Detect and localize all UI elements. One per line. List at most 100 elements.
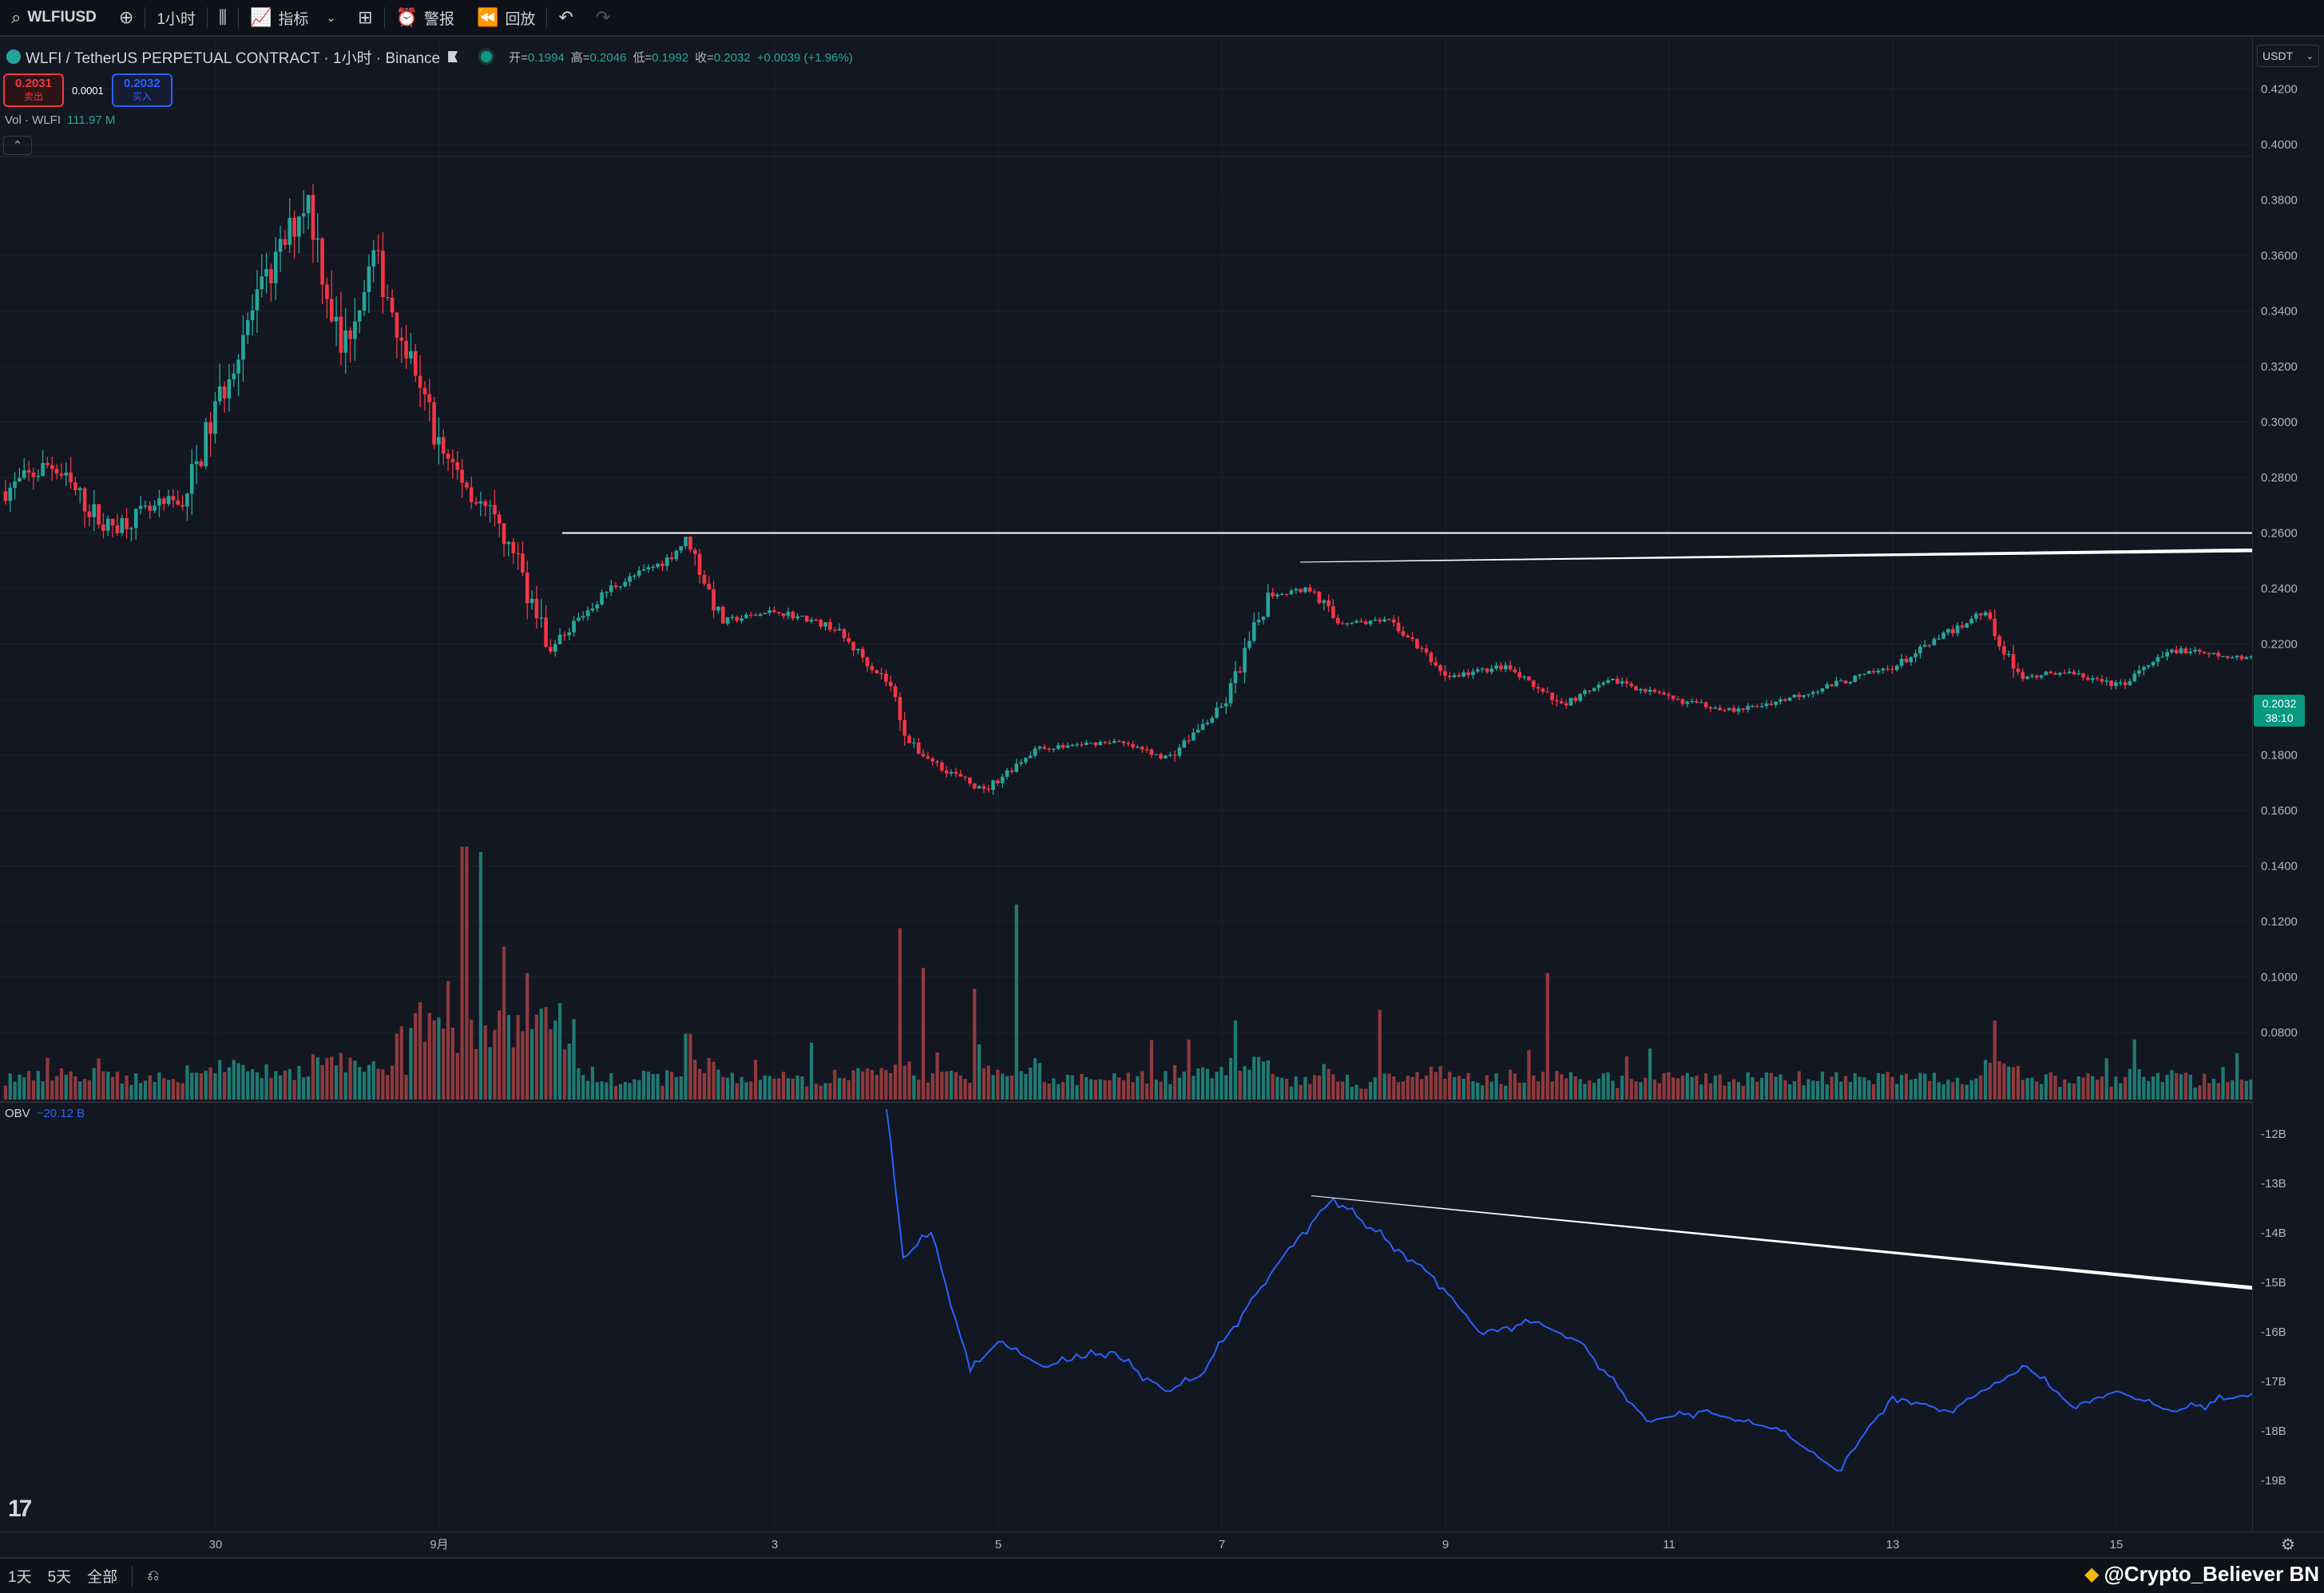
buy-button[interactable]: 0.2032 买入 — [111, 73, 173, 107]
chart-canvas[interactable] — [0, 37, 2252, 1532]
volume-bar — [1988, 1063, 1993, 1100]
sell-button[interactable]: 0.2031 卖出 — [3, 73, 64, 107]
volume-bar — [688, 1033, 692, 1100]
candle-body — [1671, 695, 1676, 699]
interval-button[interactable]: 1小时 — [145, 0, 207, 35]
alert-button[interactable]: ⏰ 警报 — [385, 0, 466, 35]
candle-body — [465, 482, 469, 488]
candle-body — [921, 754, 926, 757]
candle-body — [1187, 740, 1191, 742]
volume-bar — [674, 1076, 679, 1100]
volume-bar — [18, 1074, 22, 1100]
candle-body — [935, 761, 939, 763]
redo-button[interactable]: ↷ — [585, 0, 621, 35]
candle-body — [1764, 703, 1769, 707]
price-tick-label: 0.1800 — [2261, 749, 2298, 763]
price-tick-label: 0.3000 — [2261, 416, 2298, 430]
currency-select[interactable]: USDT ⌄ — [2257, 45, 2319, 67]
volume-bar — [371, 1061, 375, 1100]
price-axis[interactable]: 0.4200 0.4000 0.3800 0.3600 0.3400 0.3200 0.30… — [2252, 37, 2324, 1532]
volume-bar — [562, 1049, 567, 1100]
volume-bar — [470, 1019, 474, 1100]
range-5d-button[interactable]: 5天 — [47, 1569, 72, 1586]
undo-button[interactable]: ↶ — [547, 0, 584, 35]
obv-legend[interactable]: OBV −20.12 B — [5, 1107, 85, 1120]
chevron-down-icon[interactable]: ⌄ — [326, 11, 336, 24]
volume-bar — [549, 1029, 553, 1100]
candle-body — [585, 610, 590, 616]
candle-body — [1056, 745, 1061, 749]
volume-bar — [1075, 1084, 1079, 1100]
candle-body — [2053, 673, 2057, 676]
candle-body — [3, 491, 8, 501]
replay-button[interactable]: ⏪ 回放 — [466, 0, 546, 35]
compare-symbol-button[interactable]: ⊕ — [108, 0, 145, 35]
volume-bar — [1350, 1087, 1354, 1100]
volume-bar — [1569, 1072, 1573, 1100]
undo-icon: ↶ — [558, 7, 573, 27]
volume-bar — [1108, 1080, 1112, 1100]
volume-bar — [819, 1085, 823, 1100]
volume-bar — [325, 1058, 329, 1100]
layouts-button[interactable]: ⊞ — [347, 0, 383, 35]
volume-bar — [274, 1071, 278, 1100]
date-range-icon[interactable]: ⎌ — [147, 1567, 160, 1584]
tradingview-logo-icon[interactable]: 17 — [8, 1496, 32, 1522]
watermark: ◆ @Crypto_Believer BN — [2084, 1557, 2319, 1591]
chart-type-button[interactable]: ⫼ — [208, 0, 238, 35]
candle-body — [1815, 691, 1820, 693]
volume-bar — [730, 1072, 735, 1100]
gear-icon[interactable]: ⚙ — [2281, 1536, 2295, 1554]
volume-bar — [800, 1076, 804, 1100]
candle-body — [623, 581, 628, 587]
volume-bar — [744, 1082, 748, 1100]
volume-bar — [2076, 1076, 2080, 1100]
volume-bar — [1494, 1073, 1498, 1100]
time-axis[interactable]: 309月3579111315171921232527 — [0, 1532, 2324, 1556]
volume-bar — [166, 1080, 171, 1100]
volume-bar — [539, 1009, 543, 1100]
volume-bar — [315, 1057, 319, 1100]
candle-body — [1606, 680, 1610, 683]
candle-body — [1331, 606, 1335, 618]
volume-bar — [432, 1020, 436, 1100]
volume-bar — [311, 1054, 315, 1100]
volume-bar — [1536, 1081, 1541, 1100]
candle-body — [1657, 691, 1662, 693]
collapse-legend-button[interactable]: ⌃ — [3, 136, 32, 155]
range-1d-button[interactable]: 1天 — [8, 1569, 32, 1586]
volume-bar — [1168, 1084, 1172, 1100]
volume-bar — [1918, 1072, 1922, 1100]
volume-bar — [763, 1075, 767, 1100]
volume-bar — [786, 1078, 791, 1100]
range-all-button[interactable]: 全部 — [87, 1569, 118, 1586]
candle-body — [250, 310, 255, 321]
volume-bar — [1713, 1076, 1717, 1100]
volume-bar — [87, 1080, 92, 1100]
volume-bar — [684, 1033, 688, 1100]
volume-bar — [213, 1073, 217, 1100]
volume-bar — [1667, 1072, 1671, 1100]
volume-bar — [502, 946, 506, 1100]
volume-legend[interactable]: Vol · WLFI 111.97 M — [5, 113, 115, 127]
volume-bar — [2007, 1066, 2011, 1100]
indicators-button[interactable]: 📈 指标 ⌄ — [239, 0, 347, 35]
candle-body — [1713, 707, 1718, 709]
candle-body — [1736, 708, 1741, 712]
candle-body — [1838, 680, 1843, 682]
symbol-search-button[interactable]: ⌕ WLFIUSD — [0, 0, 108, 35]
candle-body — [143, 505, 148, 507]
price-tick-label: 0.1200 — [2261, 915, 2298, 929]
candle-body — [1536, 687, 1541, 689]
candle-body — [1307, 587, 1312, 592]
candle-body — [69, 472, 73, 482]
candle-body — [1848, 682, 1853, 684]
volume-value: 111.97 M — [67, 113, 116, 127]
volume-bar — [1560, 1074, 1564, 1100]
flag-icon[interactable] — [448, 51, 458, 62]
candle-body — [1950, 628, 1955, 634]
candle-body — [1205, 723, 1210, 724]
volume-bar — [1340, 1081, 1345, 1100]
legend-title[interactable]: WLFI / TetherUS PERPETUAL CONTRACT · 1小时… — [26, 50, 441, 67]
volume-bar — [1895, 1084, 1899, 1100]
